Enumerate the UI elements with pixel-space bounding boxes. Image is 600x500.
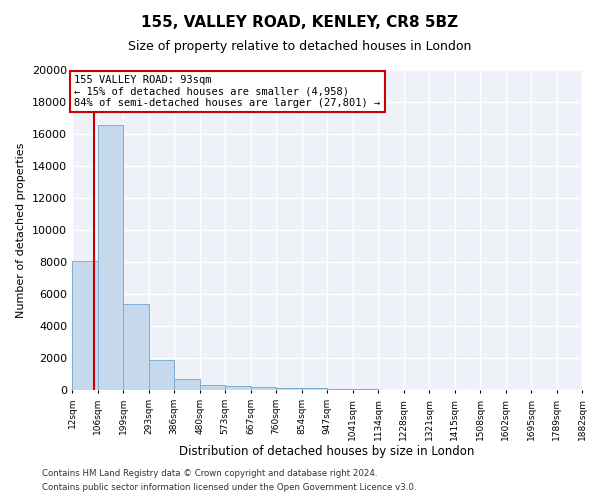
Bar	[225, 386, 251, 390]
Bar	[98, 125, 123, 390]
Text: 155, VALLEY ROAD, KENLEY, CR8 5BZ: 155, VALLEY ROAD, KENLEY, CR8 5BZ	[142, 15, 458, 30]
Bar	[276, 388, 302, 390]
Text: Contains public sector information licensed under the Open Government Licence v3: Contains public sector information licen…	[42, 484, 416, 492]
Text: Size of property relative to detached houses in London: Size of property relative to detached ho…	[128, 40, 472, 53]
Bar	[327, 389, 353, 390]
Text: Contains HM Land Registry data © Crown copyright and database right 2024.: Contains HM Land Registry data © Crown c…	[42, 468, 377, 477]
Bar	[200, 385, 225, 390]
Bar	[149, 360, 174, 390]
Bar	[251, 387, 276, 390]
Text: 155 VALLEY ROAD: 93sqm
← 15% of detached houses are smaller (4,958)
84% of semi-: 155 VALLEY ROAD: 93sqm ← 15% of detached…	[74, 75, 380, 108]
Y-axis label: Number of detached properties: Number of detached properties	[16, 142, 26, 318]
X-axis label: Distribution of detached houses by size in London: Distribution of detached houses by size …	[179, 446, 475, 458]
Bar	[123, 304, 149, 390]
Bar	[72, 261, 98, 390]
Bar	[174, 379, 200, 390]
Bar	[302, 388, 327, 390]
